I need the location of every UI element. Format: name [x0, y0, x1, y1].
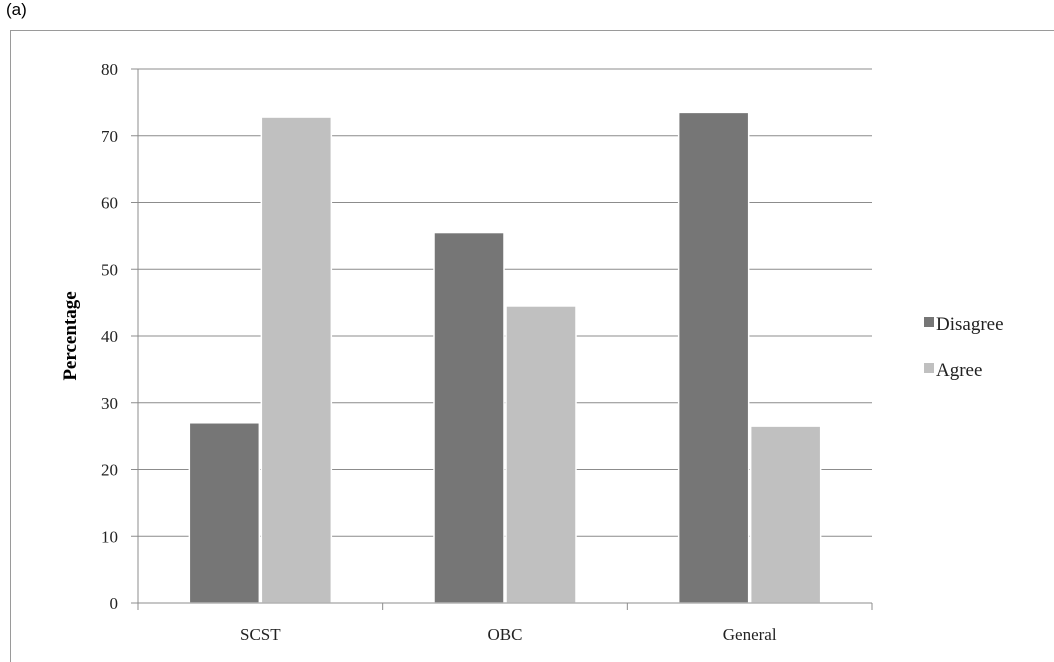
x-category-label: OBC: [488, 625, 523, 644]
y-tick-label: 10: [101, 527, 118, 546]
legend: Disagree Agree: [924, 314, 1004, 381]
legend-swatch-disagree: [924, 317, 934, 327]
bar-agree-scst: [260, 116, 333, 604]
bar-disagree-scst: [188, 422, 261, 604]
y-axis-label: Percentage: [60, 291, 81, 380]
y-tick-label: 80: [101, 60, 118, 79]
y-tick-label: 20: [101, 461, 118, 480]
frame-top-border: [10, 30, 1054, 31]
x-category-labels: SCST OBC General: [240, 625, 777, 644]
bar-disagree-general: [677, 111, 750, 604]
y-tick-label: 30: [101, 394, 118, 413]
bar-agree-general: [749, 425, 822, 604]
axes: [131, 68, 873, 610]
legend-label-agree: Agree: [936, 360, 982, 381]
x-category-label: SCST: [240, 625, 281, 644]
legend-swatch-agree: [924, 363, 934, 373]
y-tick-labels: 0 10 20 30 40 50 60 70 80: [101, 60, 118, 613]
y-tick-label: 40: [101, 327, 118, 346]
x-category-label: General: [723, 625, 777, 644]
y-tick-label: 50: [101, 260, 118, 279]
y-tick-label: 70: [101, 127, 118, 146]
y-tick-label: 0: [110, 594, 119, 613]
y-tick-label: 60: [101, 194, 118, 213]
panel-label: (a): [6, 0, 27, 19]
bar-disagree-obc: [433, 231, 505, 604]
frame-left-border: [10, 30, 11, 662]
bar-agree-obc: [505, 305, 577, 604]
gridlines: [138, 68, 872, 537]
legend-label-disagree: Disagree: [936, 314, 1004, 335]
bars: [188, 111, 822, 604]
